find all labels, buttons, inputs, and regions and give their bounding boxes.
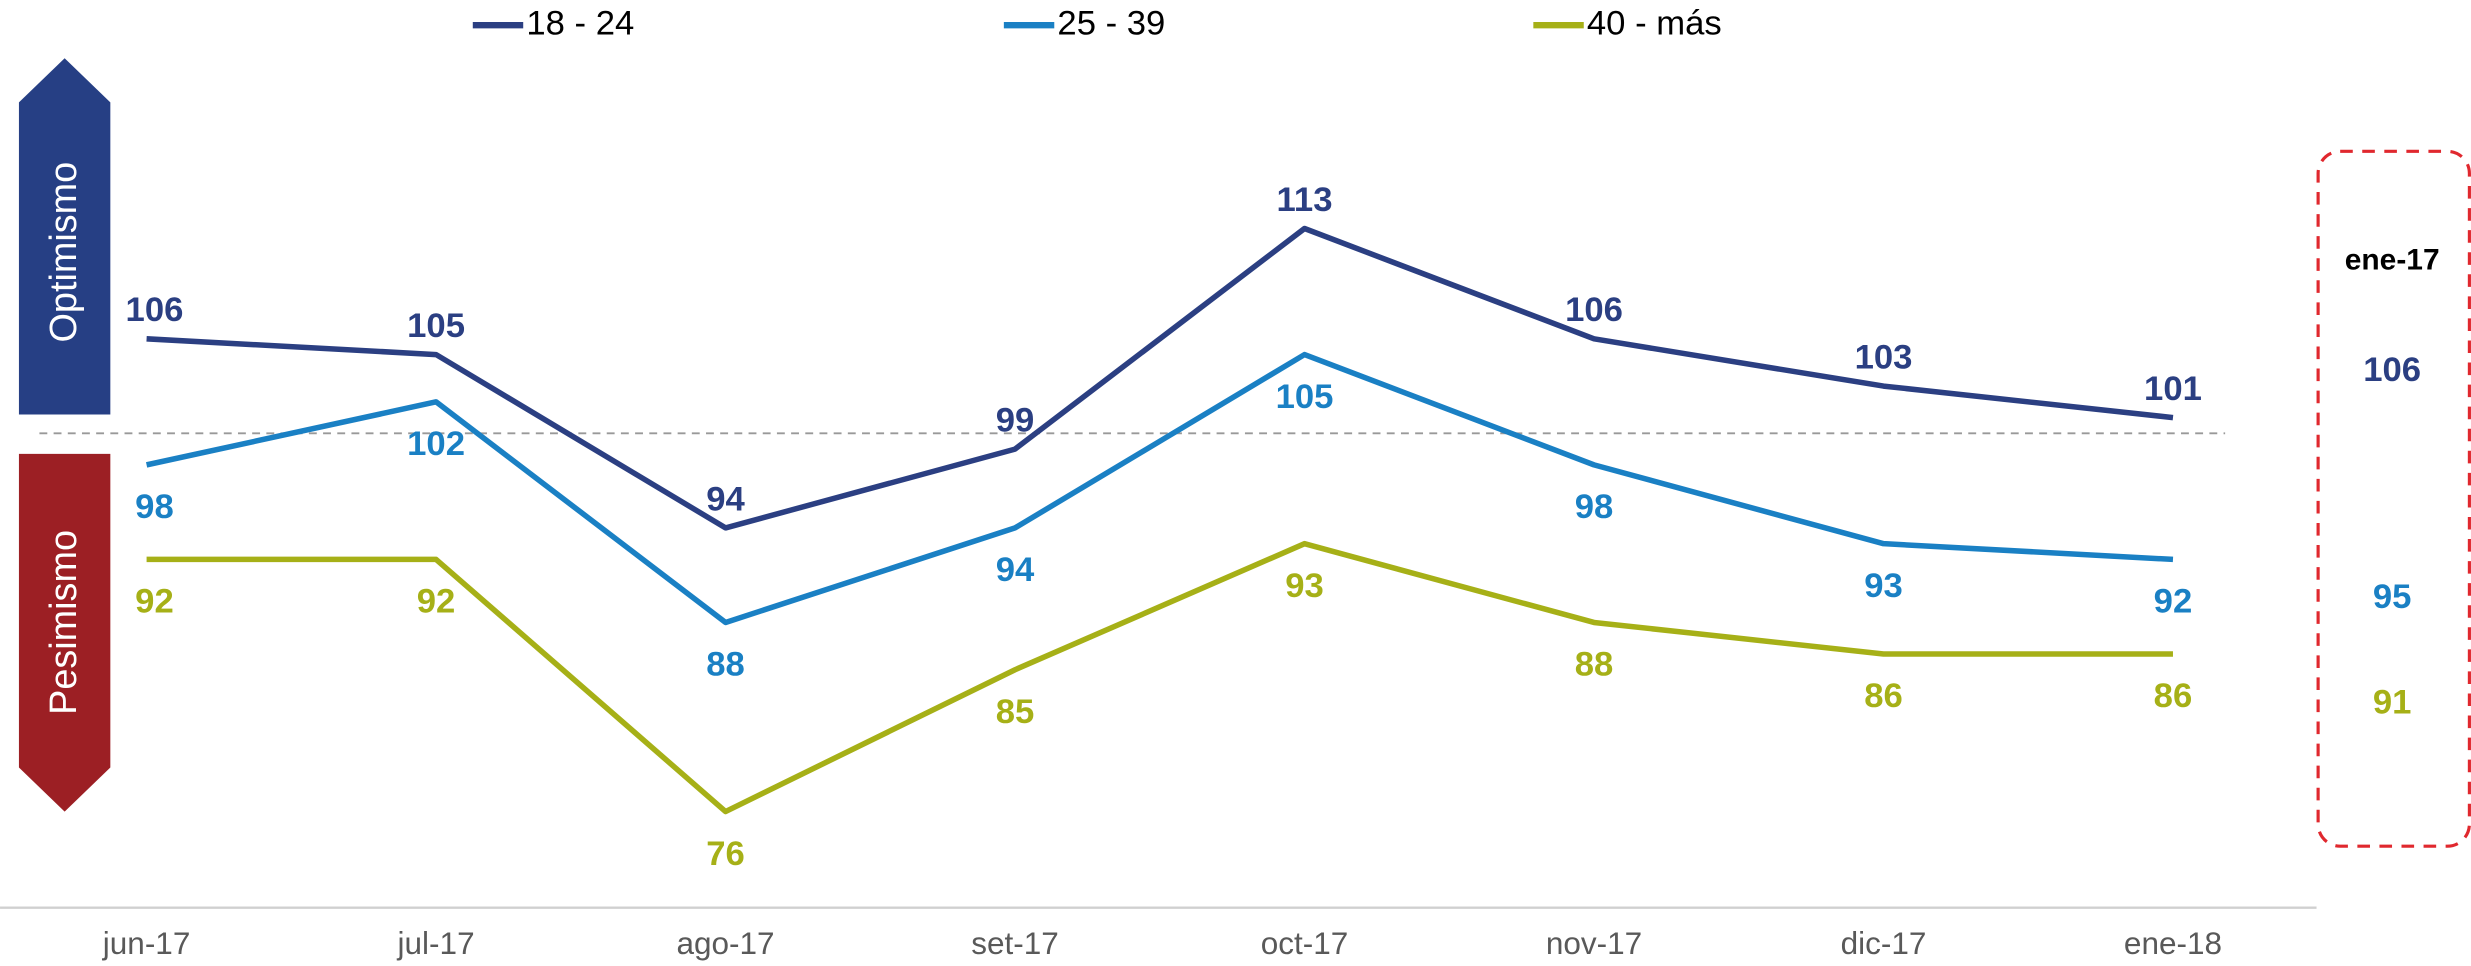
optimism-arrow — [18, 58, 111, 415]
x-tick-label: jun-17 — [102, 925, 191, 961]
side-panel-value: 95 — [2373, 578, 2412, 616]
data-label: 103 — [1855, 338, 1913, 376]
pessimism-label: Pesimismo — [43, 530, 85, 715]
side-panel-box — [2316, 149, 2471, 848]
series-line — [145, 351, 2174, 626]
data-label: 105 — [1276, 378, 1334, 416]
side-panel-title: ene-17 — [2345, 243, 2440, 276]
data-label: 94 — [706, 480, 745, 518]
data-label: 113 — [1277, 181, 1333, 219]
x-tick-label: ago-17 — [677, 925, 775, 961]
data-label: 85 — [996, 693, 1035, 731]
data-label: 93 — [1864, 567, 1903, 605]
data-label: 88 — [1575, 646, 1614, 684]
data-label: 106 — [1565, 291, 1623, 329]
x-tick-label: oct-17 — [1261, 925, 1349, 961]
data-label: 102 — [407, 425, 465, 463]
x-tick-label: ene-18 — [2124, 925, 2222, 961]
data-label: 101 — [2144, 370, 2202, 408]
data-label: 86 — [1864, 677, 1903, 715]
data-label: 99 — [996, 401, 1035, 439]
data-label: 86 — [2154, 677, 2193, 715]
data-label: 94 — [996, 551, 1035, 589]
optimism-label: Optimismo — [43, 162, 85, 343]
data-label: 76 — [706, 835, 745, 873]
data-label: 98 — [135, 488, 174, 526]
side-panel-value: 91 — [2373, 684, 2412, 722]
data-label: 88 — [706, 646, 745, 684]
x-tick-label: nov-17 — [1546, 925, 1642, 961]
series-line — [146, 225, 2174, 531]
legend-label: 25 - 39 — [1057, 4, 1165, 42]
data-label: 92 — [417, 583, 456, 621]
data-label: 92 — [135, 583, 174, 621]
data-label: 98 — [1575, 488, 1614, 526]
data-label: 105 — [407, 307, 465, 345]
x-tick-label: jul-17 — [397, 925, 475, 961]
legend-label: 40 - más — [1587, 4, 1722, 42]
data-label: 92 — [2154, 583, 2193, 621]
data-label: 106 — [126, 291, 184, 329]
side-panel-value: 106 — [2363, 351, 2421, 389]
series-line — [146, 540, 2173, 815]
data-label: 93 — [1285, 567, 1324, 605]
pessimism-arrow — [18, 453, 111, 812]
x-tick-label: dic-17 — [1841, 925, 1927, 961]
legend-label: 18 - 24 — [526, 4, 634, 42]
x-tick-label: set-17 — [971, 925, 1059, 961]
